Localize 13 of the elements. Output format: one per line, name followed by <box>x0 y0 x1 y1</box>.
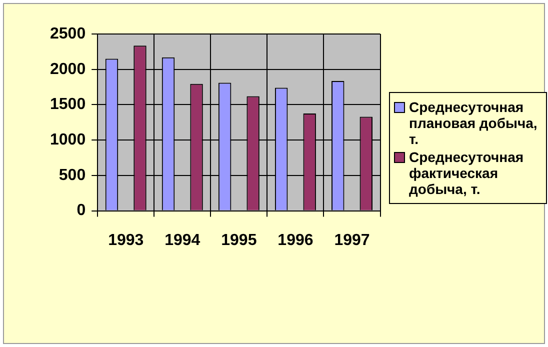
x-tick-label: 1994 <box>164 232 200 249</box>
x-tick-label: 1995 <box>221 232 257 249</box>
y-tick-label: 1500 <box>50 96 86 114</box>
y-tick-label: 2000 <box>50 60 86 78</box>
legend-label: Среднесуточная плановая добыча, т. <box>409 99 538 147</box>
x-tick-label: 1997 <box>334 232 370 249</box>
y-tick-label: 2500 <box>50 25 86 42</box>
x-tick-label: 1993 <box>108 232 144 249</box>
y-tick-label: 500 <box>58 166 86 184</box>
legend-label: Среднесуточная фактическая добыча, т. <box>409 149 525 197</box>
x-tick-label: 1996 <box>278 232 314 249</box>
y-tick-label: 1000 <box>50 131 86 148</box>
y-tick-label: 0 <box>76 202 86 220</box>
